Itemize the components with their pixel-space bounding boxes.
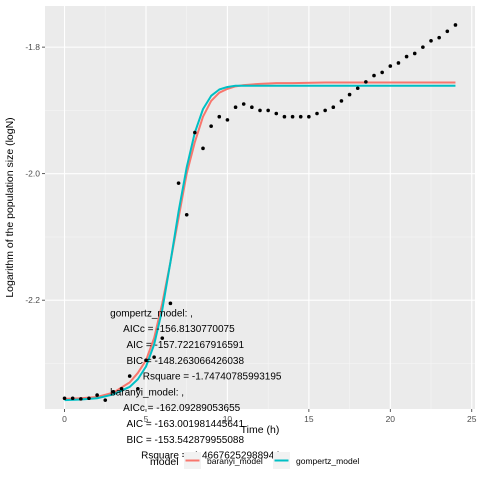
annotation-line: baranyi_model: , <box>110 387 184 398</box>
legend-label-baranyi_model: baranyi_model <box>207 456 263 466</box>
data-point <box>79 397 83 401</box>
minor-gridlines <box>45 6 475 409</box>
data-point <box>217 114 222 119</box>
data-point <box>274 111 279 116</box>
data-point <box>95 393 99 397</box>
data-point <box>421 45 425 49</box>
data-point <box>404 54 409 59</box>
data-point <box>380 70 384 75</box>
annotation-line: AICc = -162.09289053655 <box>123 403 240 414</box>
data-point <box>437 35 441 40</box>
annotation-line: gompertz_model: , <box>110 308 193 319</box>
x-tick-label: 0 <box>62 414 67 424</box>
data-point <box>364 80 368 84</box>
x-axis-title: Time (h) <box>241 424 280 436</box>
y-tick-label: -2.0 <box>25 169 40 179</box>
legend: model baranyi_model gompertz_model <box>150 452 359 469</box>
data-point <box>298 114 303 119</box>
data-point <box>347 92 352 97</box>
data-point <box>453 23 458 27</box>
data-point <box>136 386 140 391</box>
legend-label-gompertz_model: gompertz_model <box>296 456 359 466</box>
model-curves <box>64 81 456 402</box>
data-point <box>225 118 230 122</box>
y-axis-title: Logarithm of the population size (logN) <box>4 117 16 297</box>
y-axis-ticks: -2.2 -2.0 -1.8 <box>25 42 45 305</box>
x-tick-label: 5 <box>144 414 149 424</box>
data-point <box>201 146 205 151</box>
data-point <box>119 386 124 391</box>
data-point <box>193 130 197 135</box>
data-point <box>331 105 336 110</box>
data-point <box>176 181 181 185</box>
legend-title: model <box>150 456 179 468</box>
x-axis-ticks: 0 5 10 15 20 25 <box>62 409 477 424</box>
y-tick-label: -1.8 <box>25 42 40 52</box>
annotation-line: BIC = -148.263066426038 <box>126 356 244 367</box>
plot-panel <box>45 6 475 409</box>
data-point <box>233 105 238 110</box>
data-point <box>445 29 450 34</box>
data-point <box>323 108 327 113</box>
data-point <box>87 396 91 401</box>
data-point <box>388 64 393 68</box>
data-point <box>372 73 376 78</box>
x-tick-label: 15 <box>304 414 314 424</box>
data-point <box>290 114 295 119</box>
data-point <box>111 390 116 394</box>
data-point <box>339 99 344 103</box>
fit-statistics-annotations: gompertz_model: , AICc = -156.8130770075 A… <box>110 308 282 461</box>
data-point <box>355 86 360 91</box>
data-point <box>103 398 108 402</box>
annotation-line: AICc = -156.8130770075 <box>123 324 235 335</box>
data-point <box>209 124 213 129</box>
observed-points <box>62 23 458 402</box>
data-point <box>152 355 156 359</box>
annotation-line: BIC = -153.542879955088 <box>126 435 244 446</box>
annotation-line: Rsquare = -1.74740785993195 <box>143 372 282 383</box>
x-tick-label: 10 <box>223 414 233 424</box>
data-point <box>429 38 433 43</box>
data-point <box>258 108 262 113</box>
major-gridlines <box>45 6 475 409</box>
annotation-line: AIC = -163.001981445641 <box>126 419 244 430</box>
y-tick-label: -2.2 <box>25 295 40 305</box>
x-tick-label: 20 <box>386 414 396 424</box>
data-point <box>282 114 287 119</box>
series-line-gompertz_model <box>64 84 456 402</box>
data-point <box>315 111 319 116</box>
data-point <box>250 105 254 110</box>
data-point <box>127 374 132 378</box>
data-point <box>396 61 401 65</box>
data-point <box>412 51 417 56</box>
data-point <box>184 212 189 217</box>
data-point <box>266 108 270 113</box>
data-point <box>241 102 246 106</box>
data-point <box>144 358 148 363</box>
data-point <box>70 396 75 401</box>
series-line-baranyi_model <box>64 81 456 400</box>
data-point <box>307 114 311 119</box>
annotation-line: Rsquare = -1.46676252988944 <box>141 451 280 462</box>
data-point <box>160 336 165 340</box>
annotation-line: AIC = -157.722167916591 <box>126 340 244 351</box>
x-tick-label: 25 <box>467 414 477 424</box>
data-point <box>168 301 173 306</box>
data-point <box>62 396 67 401</box>
